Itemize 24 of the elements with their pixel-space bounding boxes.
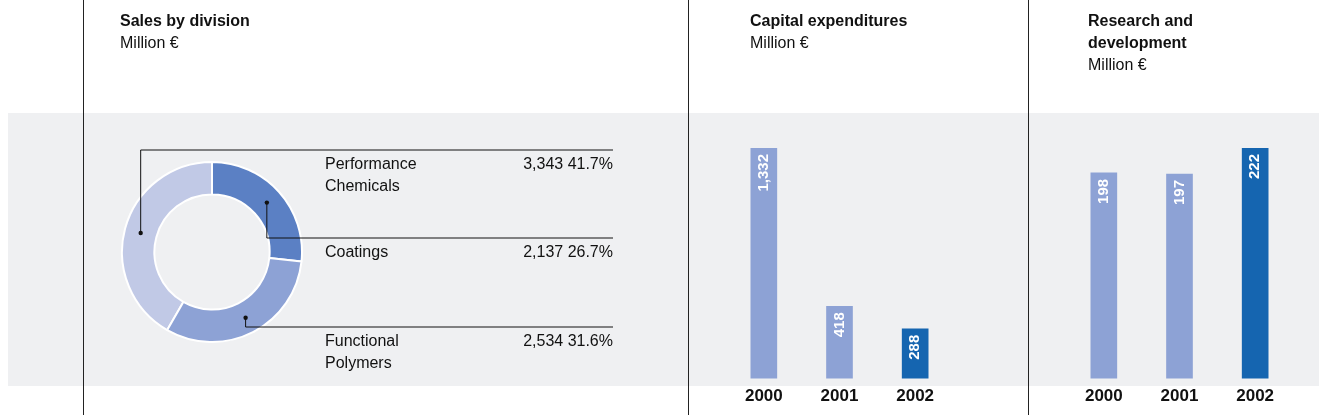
data-label: 198 [1093, 178, 1111, 204]
chart-title: Capital expenditures [750, 11, 909, 31]
data-label: 1,332 [753, 154, 771, 192]
data-label: 418 [829, 312, 847, 338]
chart-subtitle: Million € [1088, 55, 1148, 75]
data-label: 288 [905, 334, 923, 360]
slice-label: Performance Chemicals [325, 155, 417, 195]
x-tick-label: 2002 [1236, 386, 1275, 406]
data-label: 197 [1169, 179, 1187, 205]
data-label: 2,137 26.7% [523, 243, 613, 261]
x-tick-label: 2001 [820, 386, 859, 406]
chart-title: Sales by division [120, 11, 251, 31]
x-tick-label: 2002 [896, 386, 935, 406]
data-label: 3,343 41.7% [523, 155, 613, 173]
slice-label: Coatings [325, 243, 389, 261]
x-tick-label: 2000 [1084, 386, 1123, 406]
data-label: 2,534 31.6% [523, 332, 613, 350]
chart-subtitle: Million € [750, 33, 810, 53]
data-label: 222 [1245, 154, 1263, 180]
chart-title: Research and development [1088, 11, 1194, 53]
x-tick-label: 2001 [1160, 386, 1199, 406]
x-tick-label: 2000 [744, 386, 783, 406]
slice-label: Functional Polymers [325, 332, 399, 372]
chart-subtitle: Million € [120, 33, 180, 53]
